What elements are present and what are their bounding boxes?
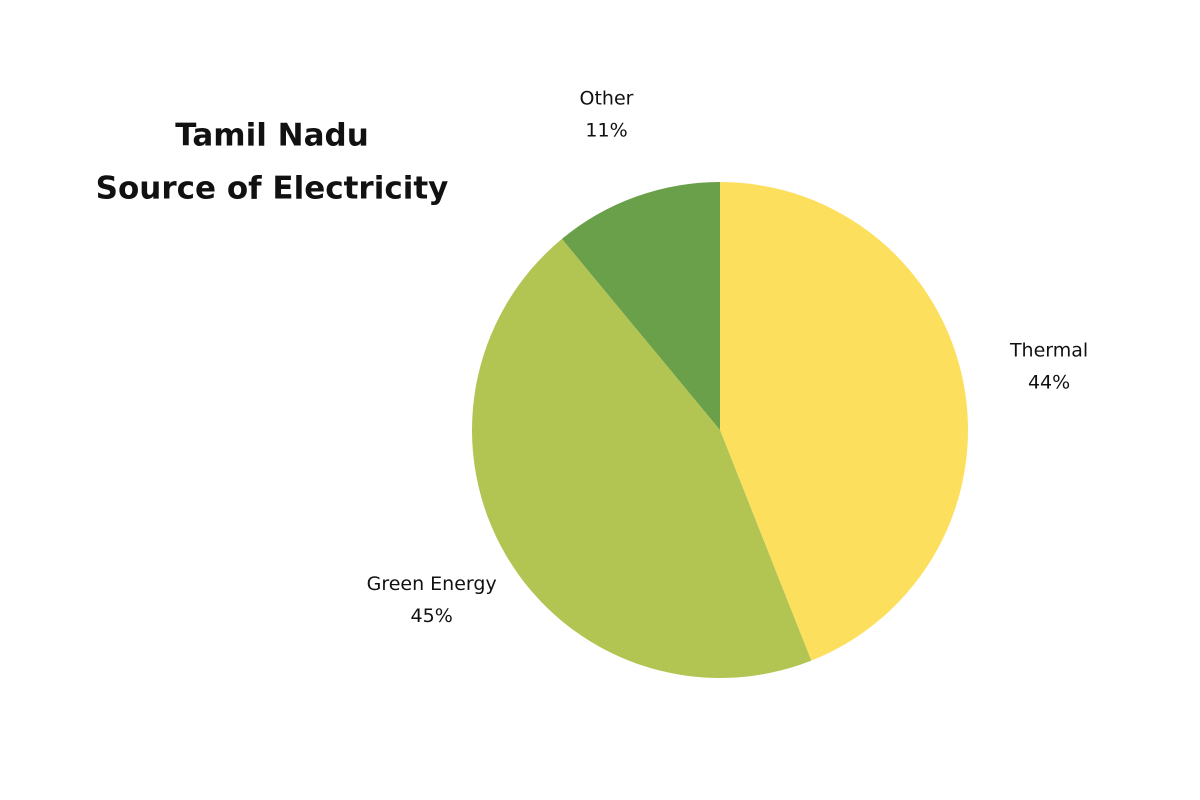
pie-slice [561, 182, 720, 430]
slice-label: Green Energy [367, 573, 497, 595]
slice-value-label: 45% [411, 605, 453, 627]
slice-label: Thermal [1009, 340, 1088, 362]
slice-value-label: 44% [1028, 372, 1070, 394]
pie-slice [472, 238, 812, 679]
slice-value-label: 11% [585, 119, 627, 141]
chart-title: Source of Electricity [96, 171, 449, 207]
slice-label: Other [580, 87, 634, 109]
pie-slice [720, 182, 968, 661]
chart-title: Tamil Nadu [175, 118, 369, 154]
